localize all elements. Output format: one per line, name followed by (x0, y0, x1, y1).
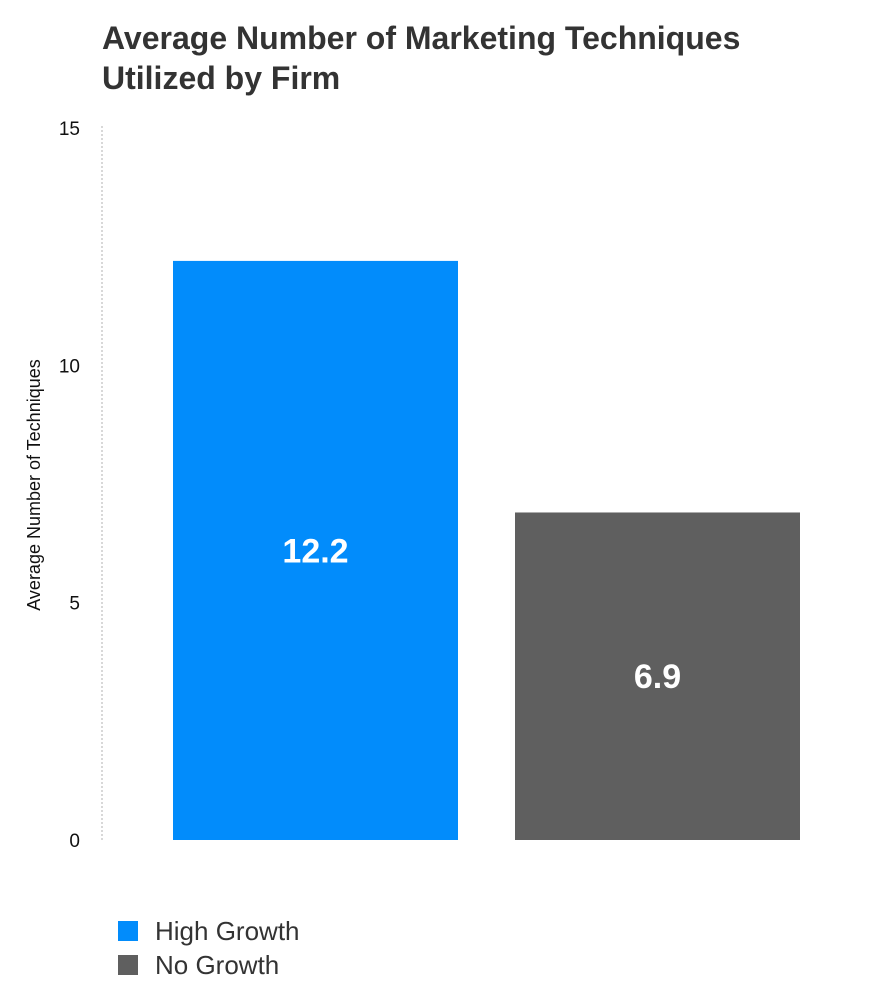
data-label-no-growth: 6.9 (634, 658, 681, 696)
legend-item-no-growth: No Growth (118, 948, 300, 982)
y-tick-label: 5 (69, 594, 80, 615)
y-axis-label: Average Number of Techniques (24, 359, 44, 611)
bars: 12.2 6.9 (173, 260, 800, 840)
legend-swatch-high-growth (118, 921, 138, 941)
legend-label-no-growth: No Growth (155, 949, 280, 980)
chart-title-line-2: Utilized by Firm (102, 60, 341, 96)
chart-title: Average Number of Marketing Techniques U… (102, 18, 842, 98)
y-tick-label: 15 (59, 119, 80, 140)
legend-swatch-no-growth (118, 955, 138, 975)
y-tick-label: 10 (59, 356, 80, 377)
y-tick-label: 0 (69, 831, 80, 852)
y-ticks: 0 5 10 15 (59, 119, 80, 852)
bar-no-growth (515, 512, 800, 840)
legend-item-high-growth: High Growth (118, 914, 300, 948)
bar-chart: 0 5 10 15 Average Number of Techniques 12.2… (24, 119, 800, 852)
legend-label-high-growth: High Growth (155, 915, 300, 946)
data-label-high-growth: 12.2 (282, 532, 348, 570)
chart-title-line-1: Average Number of Marketing Techniques (102, 20, 741, 56)
legend: High Growth No Growth (118, 914, 300, 982)
bar-high-growth (173, 260, 458, 840)
